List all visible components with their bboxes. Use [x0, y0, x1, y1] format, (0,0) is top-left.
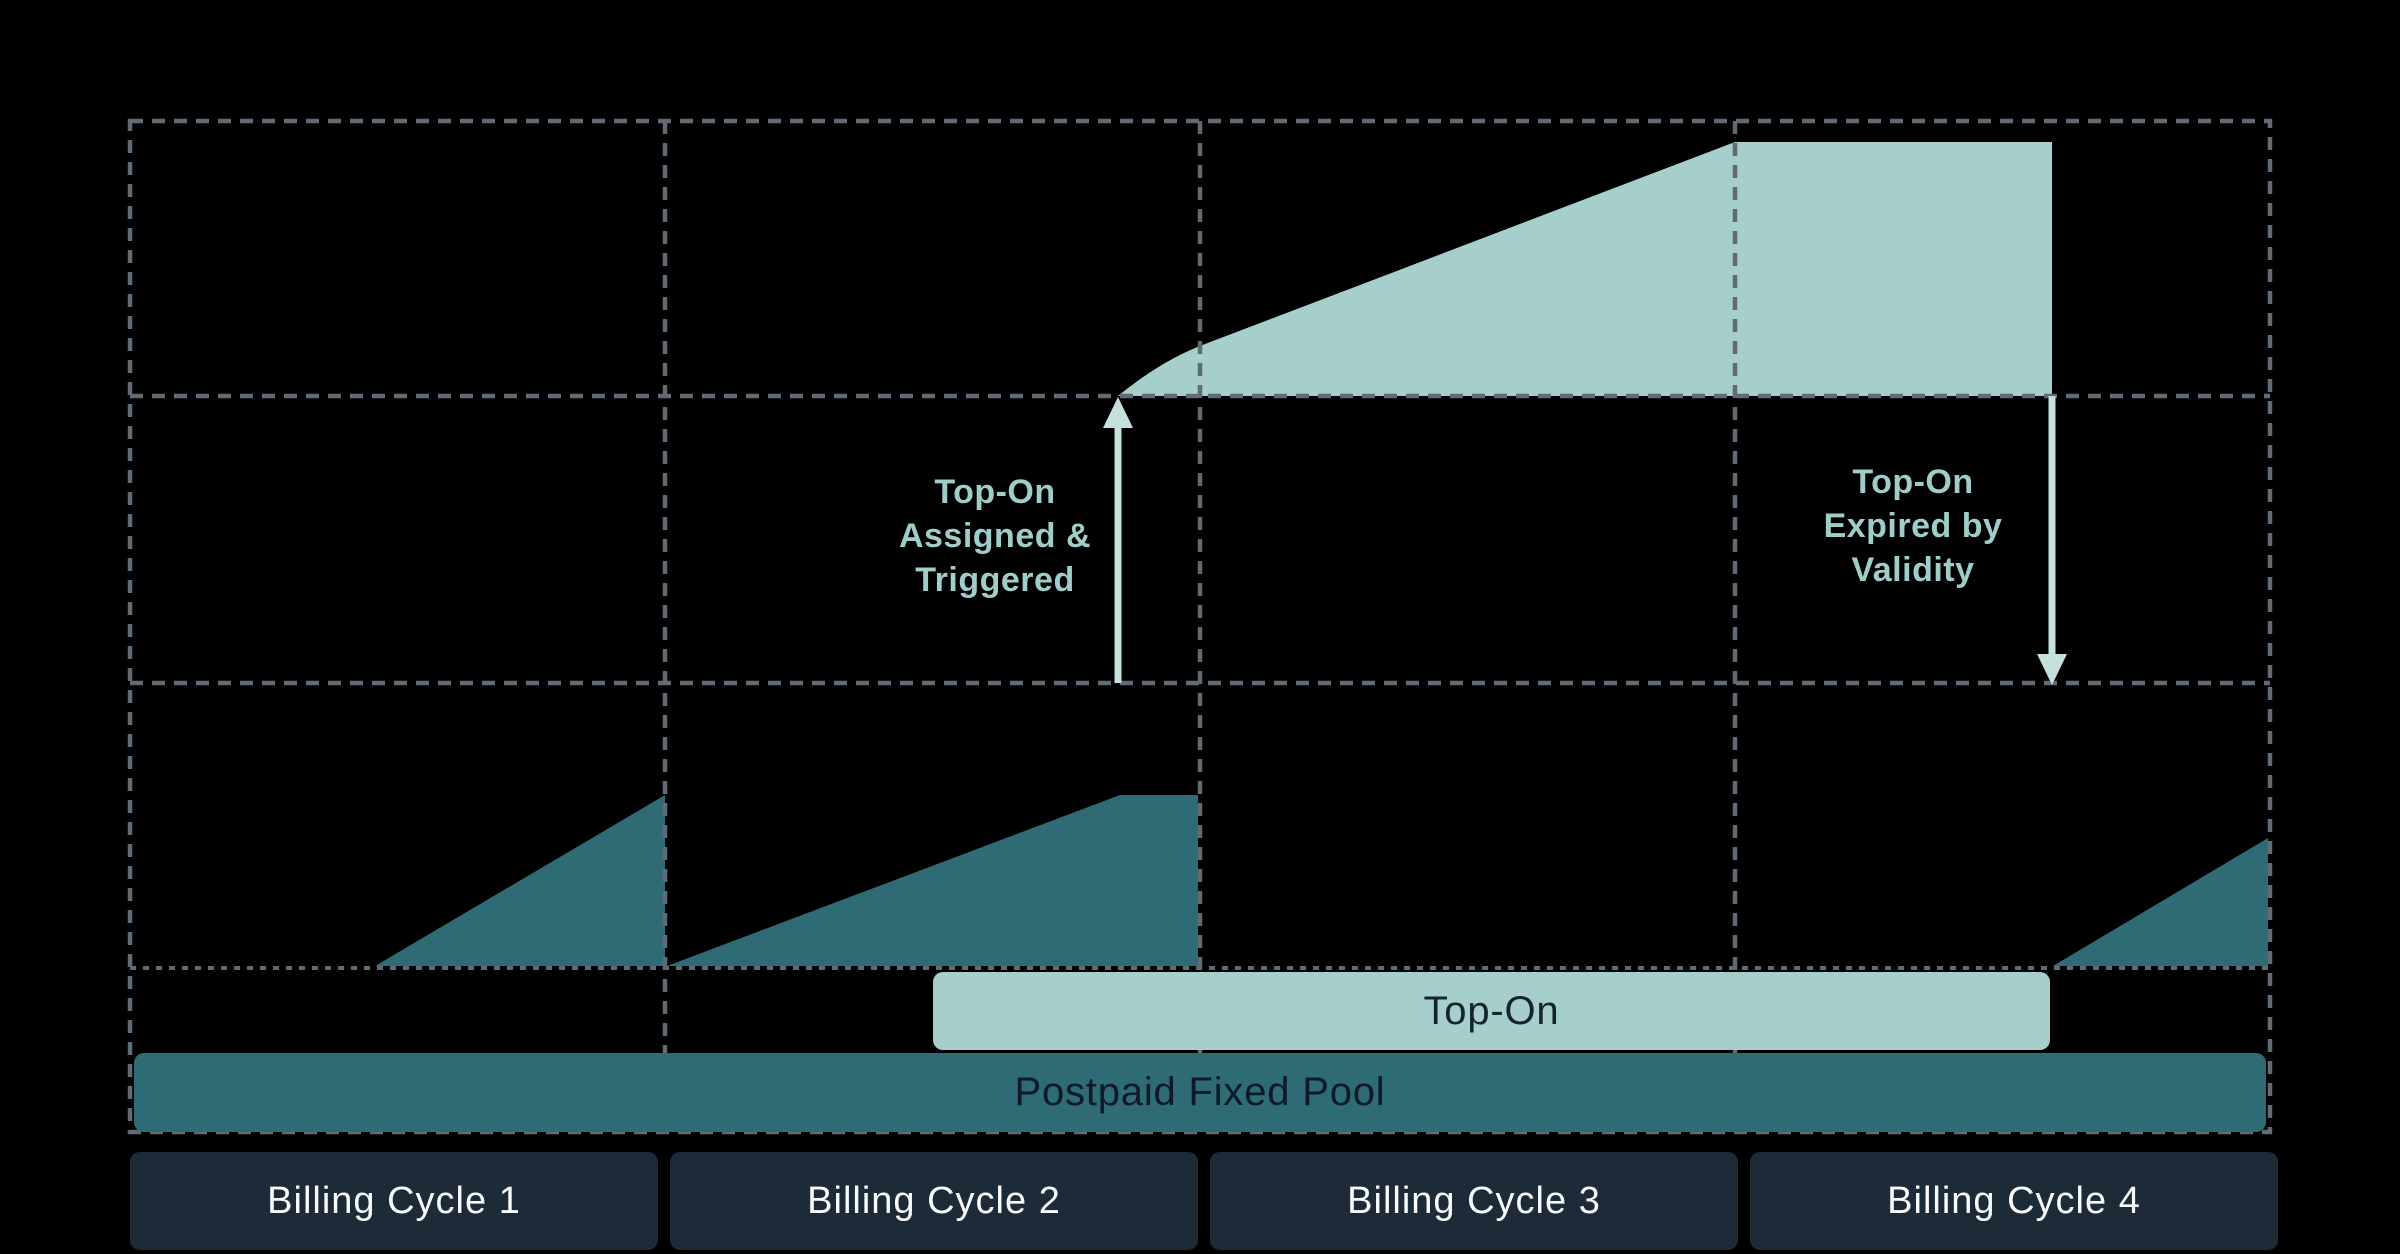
billing-cycle-label: Billing Cycle 1: [267, 1179, 521, 1222]
postpaid-usage-shape-cycle2: [667, 795, 1198, 966]
annotation-line: Triggered: [915, 561, 1075, 599]
billing-cycle-label: Billing Cycle 2: [807, 1179, 1061, 1222]
billing-cycle-label: Billing Cycle 4: [1887, 1179, 2141, 1222]
annotation-topon-assigned: Top-On Assigned & Triggered: [785, 470, 1205, 602]
billing-cycle-3-bar: Billing Cycle 3: [1210, 1152, 1738, 1250]
billing-cycle-4-bar: Billing Cycle 4: [1750, 1152, 2278, 1250]
postpaid-fixed-pool-bar: Postpaid Fixed Pool: [134, 1053, 2266, 1132]
topon-expired-arrow-shaft: [2048, 396, 2056, 656]
billing-cycle-2-bar: Billing Cycle 2: [670, 1152, 1198, 1250]
topon-bar-label: Top-On: [1423, 988, 1560, 1033]
annotation-line: Top-On: [1852, 463, 1974, 501]
topon-expired-arrow-down-icon: [2037, 654, 2067, 685]
billing-cycle-label: Billing Cycle 3: [1347, 1179, 1601, 1222]
topon-assigned-arrow-shaft: [1114, 424, 1122, 683]
topon-assigned-arrow-up-icon: [1103, 397, 1133, 428]
annotation-line: Expired by: [1823, 507, 2003, 545]
grid-outer-border: [127, 118, 2273, 1135]
annotation-topon-expired: Top-On Expired by Validity: [1703, 460, 2123, 592]
postpaid-usage-triangle-cycle1: [375, 795, 665, 966]
topon-validity-bar: Top-On: [933, 972, 2050, 1050]
annotation-line: Validity: [1851, 551, 1975, 589]
postpaid-usage-triangle-cycle4: [2053, 838, 2268, 966]
topon-usage-area: [1118, 142, 2052, 396]
annotation-line: Top-On: [934, 473, 1056, 511]
postpaid-bar-label: Postpaid Fixed Pool: [1014, 1070, 1386, 1114]
annotation-line: Assigned &: [898, 517, 1092, 555]
billing-cycle-1-bar: Billing Cycle 1: [130, 1152, 658, 1250]
